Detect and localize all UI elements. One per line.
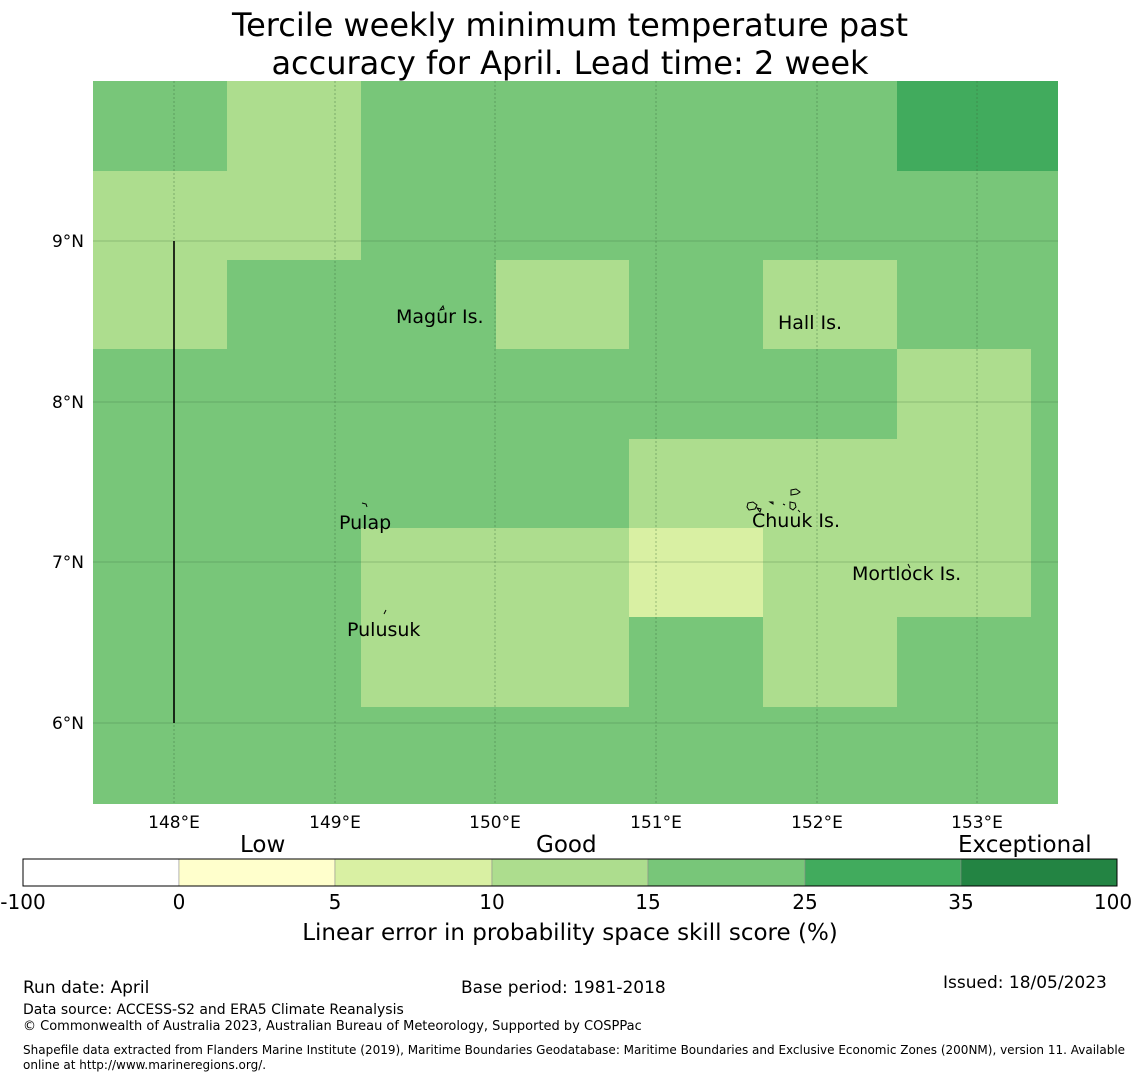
- category-label-exceptional: Exceptional: [958, 832, 1092, 858]
- lon-label: 151°E: [630, 813, 682, 833]
- island-label-magur: Magur Is.: [396, 306, 484, 328]
- chart-title: Tercile weekly minimum temperature past …: [0, 6, 1140, 82]
- colorbar-segment: [491, 858, 649, 887]
- grid-cell: [629, 439, 897, 528]
- colorbar-tick: 5: [328, 890, 342, 914]
- colorbar-tick: 25: [792, 890, 818, 914]
- gridlines: [173, 81, 978, 804]
- base-period: Base period: 1981-2018: [461, 978, 666, 998]
- lon-label: 152°E: [791, 813, 843, 833]
- colorbar-tick: 10: [479, 890, 505, 914]
- chuuk-island-outline: [746, 488, 801, 516]
- island-label-chuuk: Chuuk Is.: [752, 510, 840, 532]
- pulap-island-outline: [361, 502, 368, 508]
- island-label-pulap: Pulap: [339, 512, 391, 534]
- colorbar-frame: [22, 858, 1118, 887]
- grid-cell: [763, 260, 897, 349]
- colorbar-segment: [804, 858, 962, 887]
- issued-date: Issued: 18/05/2023: [943, 973, 1107, 993]
- grid-cell: [629, 528, 763, 617]
- colorbar-segment: [22, 858, 180, 887]
- title-line-2: accuracy for April. Lead time: 2 week: [271, 44, 869, 82]
- run-date: Run date: April: [23, 978, 150, 998]
- lon-label: 153°E: [951, 813, 1003, 833]
- colorbar-title: Linear error in probability space skill …: [302, 920, 838, 946]
- grid-cell: [897, 349, 1031, 617]
- colorbar-tick: 35: [948, 890, 974, 914]
- lon-label: 148°E: [148, 813, 200, 833]
- colorbar-tick: 0: [172, 890, 186, 914]
- lat-label: 6°N: [52, 714, 84, 734]
- lat-label: 8°N: [52, 393, 84, 413]
- category-label-low: Low: [240, 832, 286, 858]
- grid-cell: [227, 81, 361, 171]
- grid-cell: [897, 81, 1058, 171]
- data-source: Data source: ACCESS-S2 and ERA5 Climate …: [23, 1002, 404, 1018]
- colorbar-segment: [960, 858, 1118, 887]
- colorbar-tick: -100: [0, 890, 46, 914]
- lon-label: 149°E: [309, 813, 361, 833]
- island-label-mortlock: Mortlock Is.: [852, 563, 961, 585]
- island-label-hall: Hall Is.: [778, 312, 842, 334]
- grid-cell: [93, 171, 361, 260]
- copyright: © Commonwealth of Australia 2023, Austra…: [23, 1019, 642, 1034]
- colorbar-tick: 100: [1093, 890, 1133, 914]
- lat-label: 9°N: [52, 232, 84, 252]
- shapefile-credit: Shapefile data extracted from Flanders M…: [23, 1043, 1126, 1072]
- category-label-good: Good: [536, 832, 597, 858]
- mortlock-island-outline: [907, 563, 911, 569]
- colorbar-segment: [334, 858, 493, 887]
- colorbar-segment: [178, 858, 336, 887]
- grid-cell: [763, 528, 897, 707]
- colorbar-segment: [647, 858, 806, 887]
- magur-island-outline: [438, 304, 445, 311]
- pulusuk-island-outline: [383, 609, 387, 615]
- lat-label: 7°N: [52, 553, 84, 573]
- grid-cell: [93, 260, 227, 349]
- grid-cell: [496, 260, 629, 349]
- lon-label: 150°E: [469, 813, 521, 833]
- colorbar-tick: 15: [635, 890, 661, 914]
- colorbar: [22, 858, 1118, 887]
- title-line-1: Tercile weekly minimum temperature past: [231, 6, 909, 44]
- island-label-pulusuk: Pulusuk: [347, 619, 420, 641]
